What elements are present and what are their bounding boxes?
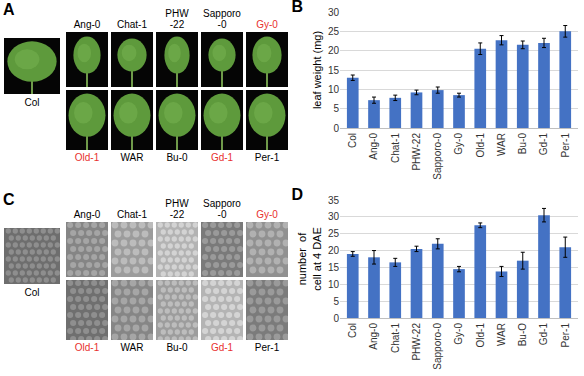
- html-text:Sapporo: Sapporo: [203, 198, 241, 209]
- svg-text:Sapporo-0: Sapporo-0: [432, 323, 443, 370]
- html-text:-22: -22: [169, 209, 185, 220]
- html-text:Chat-1: Chat-1: [117, 209, 147, 220]
- html-text:Ang-0: Ang-0: [73, 19, 101, 30]
- svg-text:B: B: [291, 0, 303, 15]
- svg-text:number ofcell at 4 DAE: number ofcell at 4 DAE: [296, 227, 322, 291]
- svg-text:Ang-0: Ang-0: [368, 133, 379, 160]
- html-text:-22: -22: [169, 19, 185, 30]
- svg-text:15: 15: [328, 262, 340, 273]
- svg-text:30: 30: [328, 7, 340, 18]
- svg-text:PHW-22: PHW-22: [411, 133, 422, 171]
- html-text:Col: Col: [24, 287, 40, 298]
- svg-text:D: D: [291, 188, 303, 203]
- svg-text:10: 10: [328, 84, 340, 95]
- html-text:PHW: PHW: [165, 8, 189, 19]
- svg-text:WAR: WAR: [496, 323, 507, 346]
- html-text:Ang-0: Ang-0: [73, 209, 101, 220]
- html-text:PHW: PHW: [165, 198, 189, 209]
- svg-text:Bu-O: Bu-O: [517, 323, 528, 347]
- html-text:Col: Col: [24, 97, 40, 108]
- html-text:Sapporo: Sapporo: [203, 8, 241, 19]
- html-text:C: C: [3, 191, 15, 208]
- html-text:Gd-1: Gd-1: [210, 152, 234, 163]
- html-text:Gd-1: Gd-1: [210, 342, 234, 353]
- svg-text:WAR: WAR: [496, 133, 507, 156]
- html-text:Chat-1: Chat-1: [117, 19, 147, 30]
- html-text:Bu-0: Bu-0: [166, 342, 188, 353]
- svg-text:Gd-1: Gd-1: [538, 323, 549, 346]
- html-text:Bu-0: Bu-0: [166, 152, 188, 163]
- svg-text:35: 35: [328, 195, 340, 206]
- svg-text:Per-1: Per-1: [560, 133, 571, 158]
- svg-text:Gy-0: Gy-0: [453, 133, 464, 155]
- svg-text:0: 0: [333, 123, 339, 134]
- svg-text:Col: Col: [347, 323, 358, 338]
- html-text:-0: -0: [217, 209, 227, 220]
- html-text:Old-1: Old-1: [74, 152, 100, 163]
- svg-text:30: 30: [328, 211, 340, 222]
- svg-text:20: 20: [328, 45, 340, 56]
- html-text:WAR: WAR: [120, 152, 144, 163]
- html-text:Gy-0: Gy-0: [256, 19, 278, 30]
- svg-text:Col: Col: [347, 133, 358, 148]
- html-text:-0: -0: [217, 19, 227, 30]
- svg-text:Chat-1: Chat-1: [390, 323, 401, 353]
- svg-text:5: 5: [333, 103, 339, 114]
- html-text:Per-1: Per-1: [254, 342, 280, 353]
- svg-text:Gd-1: Gd-1: [538, 133, 549, 156]
- svg-text:25: 25: [328, 26, 340, 37]
- svg-text:0: 0: [333, 313, 339, 324]
- html-text:WAR: WAR: [120, 342, 144, 353]
- svg-text:5: 5: [333, 296, 339, 307]
- html-text:Gy-0: Gy-0: [256, 209, 278, 220]
- svg-text:Bu-0: Bu-0: [517, 133, 528, 155]
- svg-text:10: 10: [328, 279, 340, 290]
- html-text:Per-1: Per-1: [254, 152, 280, 163]
- svg-text:Chat-1: Chat-1: [390, 133, 401, 163]
- svg-text:20: 20: [328, 245, 340, 256]
- html-text:A: A: [3, 1, 15, 18]
- svg-text:Old-1: Old-1: [475, 133, 486, 158]
- svg-text:Sapporo-0: Sapporo-0: [432, 133, 443, 180]
- svg-text:leaf weight (mg): leaf weight (mg): [311, 31, 323, 109]
- svg-text:Per-1: Per-1: [560, 323, 571, 348]
- svg-text:Old-1: Old-1: [475, 323, 486, 348]
- svg-text:PHW-22: PHW-22: [411, 323, 422, 361]
- svg-text:Gy-0: Gy-0: [453, 323, 464, 345]
- html-text:Old-1: Old-1: [74, 342, 100, 353]
- svg-text:25: 25: [328, 228, 340, 239]
- svg-text:15: 15: [328, 65, 340, 76]
- svg-text:Ang-0: Ang-0: [368, 323, 379, 350]
